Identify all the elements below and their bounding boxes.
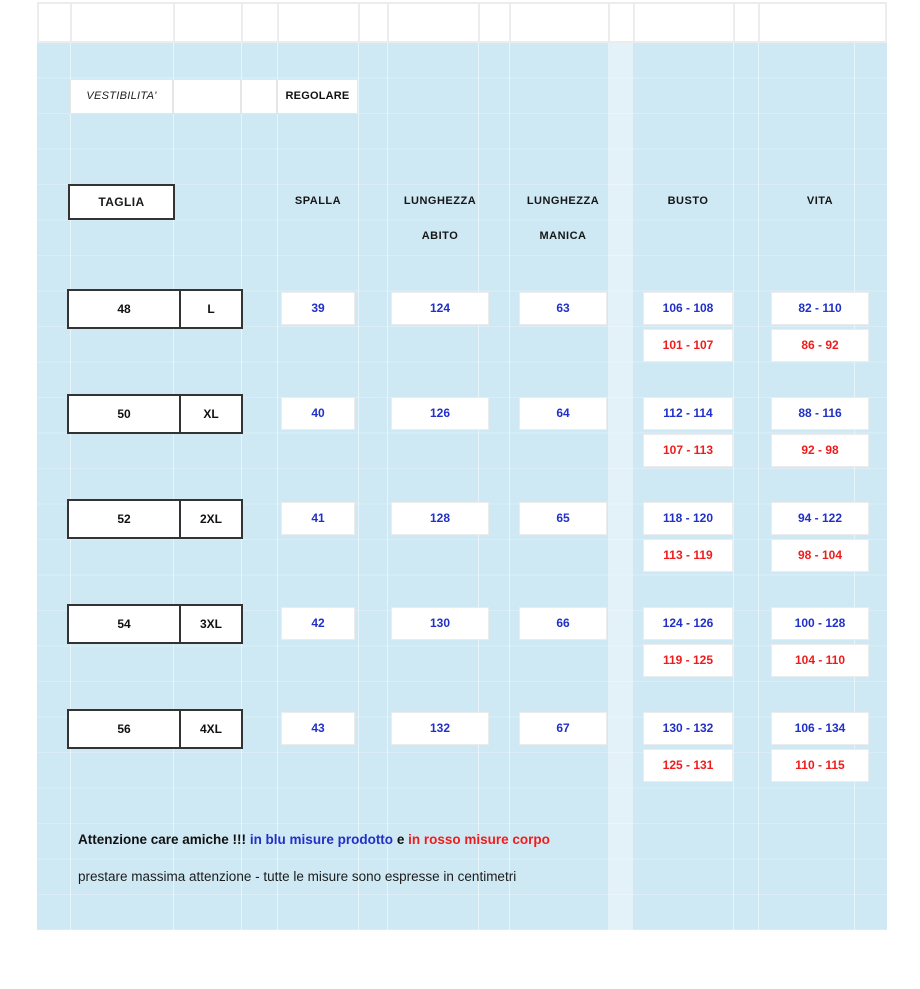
grid-line [70, 43, 71, 930]
grid-line [758, 43, 759, 930]
spalla-cell: 39 [281, 292, 355, 325]
busto-body-cell: 113 - 119 [643, 539, 733, 572]
size-chart-panel-background [37, 43, 887, 930]
grid-line [509, 2, 511, 43]
busto-body-cell: 107 - 113 [643, 434, 733, 467]
spalla-cell: 41 [281, 502, 355, 535]
size-eu: 56 [69, 711, 181, 747]
grid-line [241, 2, 243, 43]
lunghezza-abito-cell: 124 [391, 292, 489, 325]
fit-value: REGOLARE [277, 79, 358, 114]
grid-line [387, 2, 389, 43]
vita-product-cell: 88 - 116 [771, 397, 869, 430]
grid-band [608, 43, 633, 930]
size-int: L [207, 302, 215, 316]
grid-line [478, 43, 479, 930]
grid-line [854, 43, 855, 930]
fit-empty-cell [241, 79, 277, 114]
grid-line [478, 2, 480, 43]
grid-line [733, 2, 735, 43]
size-eu: 48 [69, 291, 181, 327]
lunghezza-abito-cell: 132 [391, 712, 489, 745]
size-eu: 54 [69, 606, 181, 642]
grid-line [509, 43, 510, 930]
spalla-cell: 42 [281, 607, 355, 640]
vita-product-cell: 106 - 134 [771, 712, 869, 745]
grid-line [70, 2, 72, 43]
size-int: XL [203, 407, 219, 421]
lunghezza-manica-cell: 67 [519, 712, 607, 745]
lunghezza-manica-cell: 63 [519, 292, 607, 325]
busto-product-cell: 118 - 120 [643, 502, 733, 535]
grid-line [358, 2, 360, 43]
grid-line [37, 41, 887, 43]
busto-body-cell: 119 - 125 [643, 644, 733, 677]
size-box: 48 L [67, 289, 243, 329]
busto-product-cell: 106 - 108 [643, 292, 733, 325]
busto-product-cell: 130 - 132 [643, 712, 733, 745]
grid-line [733, 43, 734, 930]
size-box: 54 3XL [67, 604, 243, 644]
fit-label: VESTIBILITA' [70, 79, 173, 114]
vita-body-cell: 98 - 104 [771, 539, 869, 572]
size-box: 52 2XL [67, 499, 243, 539]
busto-body-cell: 125 - 131 [643, 749, 733, 782]
grid-line [387, 43, 388, 930]
lunghezza-manica-cell: 64 [519, 397, 607, 430]
grid-line [633, 2, 635, 43]
lunghezza-abito-cell: 126 [391, 397, 489, 430]
busto-body-cell: 101 - 107 [643, 329, 733, 362]
size-column-header: TAGLIA [68, 184, 175, 220]
legend-note: Attenzione care amiche !!! in blu misure… [78, 832, 550, 847]
grid-line [277, 43, 278, 930]
fit-empty-cell [173, 79, 241, 114]
busto-product-cell: 124 - 126 [643, 607, 733, 640]
grid-line [885, 2, 887, 43]
vita-body-cell: 110 - 115 [771, 749, 869, 782]
vita-body-cell: 104 - 110 [771, 644, 869, 677]
column-header-spalla: SPALLA [294, 195, 342, 207]
lunghezza-manica-cell: 66 [519, 607, 607, 640]
lunghezza-manica-cell: 65 [519, 502, 607, 535]
vita-body-cell: 92 - 98 [771, 434, 869, 467]
busto-product-cell: 112 - 114 [643, 397, 733, 430]
size-box: 50 XL [67, 394, 243, 434]
vita-product-cell: 94 - 122 [771, 502, 869, 535]
column-header-lunghezza-abito: LUNGHEZZA ABITO [403, 195, 477, 242]
size-int: 3XL [199, 617, 222, 631]
grid-line [37, 2, 887, 4]
legend-conjunction: e [396, 832, 405, 847]
size-int: 2XL [199, 512, 222, 526]
size-box: 56 4XL [67, 709, 243, 749]
column-header-busto: BUSTO [667, 195, 709, 207]
vita-product-cell: 82 - 110 [771, 292, 869, 325]
vita-body-cell: 86 - 92 [771, 329, 869, 362]
lunghezza-abito-cell: 130 [391, 607, 489, 640]
legend-blue-text: in blu misure prodotto [249, 832, 394, 847]
vita-product-cell: 100 - 128 [771, 607, 869, 640]
grid-line [358, 43, 359, 930]
spalla-cell: 40 [281, 397, 355, 430]
legend-attention-text: Attenzione care amiche !!! [78, 832, 247, 847]
spalla-cell: 43 [281, 712, 355, 745]
size-eu: 52 [69, 501, 181, 537]
column-header-lunghezza-manica: LUNGHEZZA MANICA [526, 195, 600, 242]
lunghezza-abito-cell: 128 [391, 502, 489, 535]
legend-red-text: in rosso misure corpo [408, 832, 550, 847]
grid-line [758, 2, 760, 43]
grid-line [173, 2, 175, 43]
grid-line [173, 43, 174, 930]
size-int: 4XL [199, 722, 222, 736]
units-note: prestare massima attenzione - tutte le m… [78, 869, 517, 884]
column-header-vita: VITA [806, 195, 834, 207]
grid-line [37, 2, 39, 43]
size-eu: 50 [69, 396, 181, 432]
grid-line [241, 43, 242, 930]
grid-line [608, 2, 610, 43]
grid-line [277, 2, 279, 43]
